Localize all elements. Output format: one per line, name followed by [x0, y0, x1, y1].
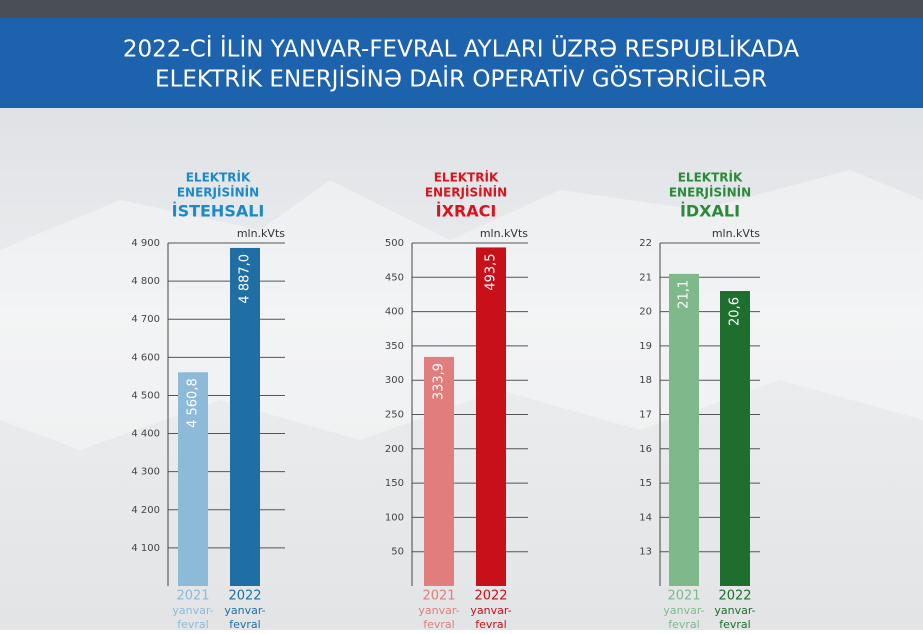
bar: [424, 356, 454, 586]
x-tick-label: 2021: [176, 589, 209, 604]
y-tick-label: 150: [385, 478, 404, 489]
value-label: 4 887,0: [238, 254, 253, 304]
y-tick-label: 16: [639, 444, 652, 455]
y-tick-label: 450: [385, 272, 404, 283]
y-tick-label: 4 500: [131, 390, 160, 401]
y-tick-label: 13: [639, 547, 652, 558]
y-tick-label: 4 200: [131, 505, 160, 516]
y-tick-label: 4 300: [131, 467, 160, 478]
value-label: 333,9: [432, 363, 447, 400]
y-tick-label: 18: [639, 375, 652, 386]
top-photo-strip: [0, 0, 923, 18]
chart-title: ELEKTRİK: [186, 170, 251, 185]
chart-title: İDXALI: [680, 202, 740, 221]
y-tick-label: 100: [385, 512, 404, 523]
x-tick-label: 2022: [718, 589, 751, 604]
y-tick-label: 50: [391, 547, 404, 558]
chart-title: ELEKTRİK: [434, 170, 499, 185]
unit-label: mln.kVts: [480, 227, 528, 240]
value-label: 20,6: [728, 297, 743, 326]
y-tick-label: 200: [385, 444, 404, 455]
y-tick-label: 4 900: [131, 238, 160, 249]
bar: [178, 372, 208, 586]
y-tick-label: 400: [385, 307, 404, 318]
unit-label: mln.kVts: [237, 227, 285, 240]
y-tick-label: 4 400: [131, 429, 160, 440]
y-tick-label: 350: [385, 341, 404, 352]
bar: [230, 247, 260, 586]
page-title: ELEKTRİK ENERJİSİNƏ DAİR OPERATİV GÖSTƏR…: [155, 65, 767, 93]
y-tick-label: 4 700: [131, 314, 160, 325]
y-tick-label: 4 600: [131, 352, 160, 363]
x-tick-label: fevral: [475, 618, 506, 630]
chart-title: İXRACI: [436, 202, 497, 221]
y-tick-label: 21: [639, 272, 652, 283]
value-label: 493,5: [484, 253, 499, 290]
bar: [669, 273, 699, 586]
x-tick-label: yanvar-: [663, 604, 704, 617]
x-tick-label: 2022: [474, 589, 507, 604]
x-tick-label: yanvar-: [470, 604, 511, 617]
x-tick-label: fevral: [423, 618, 454, 630]
value-label: 21,1: [677, 280, 692, 309]
x-tick-label: yanvar-: [714, 604, 755, 617]
x-tick-label: fevral: [668, 618, 699, 630]
x-tick-label: fevral: [719, 618, 750, 630]
y-tick-label: 14: [639, 512, 652, 523]
y-tick-label: 500: [385, 238, 404, 249]
y-tick-label: 20: [639, 307, 652, 318]
bar: [720, 291, 750, 586]
x-tick-label: fevral: [229, 618, 260, 630]
chart-title: ENERJİSİNİN: [669, 185, 751, 200]
x-tick-label: 2021: [422, 589, 455, 604]
x-tick-label: 2022: [228, 589, 261, 604]
chart-title: İSTEHSALI: [172, 202, 265, 221]
y-tick-label: 19: [639, 341, 652, 352]
x-tick-label: fevral: [177, 618, 208, 630]
chart-title: ELEKTRİK: [678, 170, 743, 185]
title-banner: [0, 18, 923, 108]
page-title: 2022-Cİ İLİN YANVAR-FEVRAL AYLARI ÜZRƏ R…: [123, 35, 799, 63]
y-tick-label: 4 100: [131, 543, 160, 554]
y-tick-label: 4 800: [131, 276, 160, 287]
y-tick-label: 17: [639, 410, 652, 421]
x-tick-label: yanvar-: [418, 604, 459, 617]
bar: [476, 247, 506, 587]
value-label: 4 560,8: [186, 378, 201, 428]
y-tick-label: 22: [639, 238, 652, 249]
y-tick-label: 300: [385, 375, 404, 386]
x-tick-label: 2021: [667, 589, 700, 604]
x-tick-label: yanvar-: [172, 604, 213, 617]
chart-title: ENERJİSİNİN: [425, 185, 507, 200]
chart-title: ENERJİSİNİN: [177, 185, 259, 200]
x-tick-label: yanvar-: [224, 604, 265, 617]
unit-label: mln.kVts: [712, 227, 760, 240]
y-tick-label: 15: [639, 478, 652, 489]
y-tick-label: 250: [385, 410, 404, 421]
